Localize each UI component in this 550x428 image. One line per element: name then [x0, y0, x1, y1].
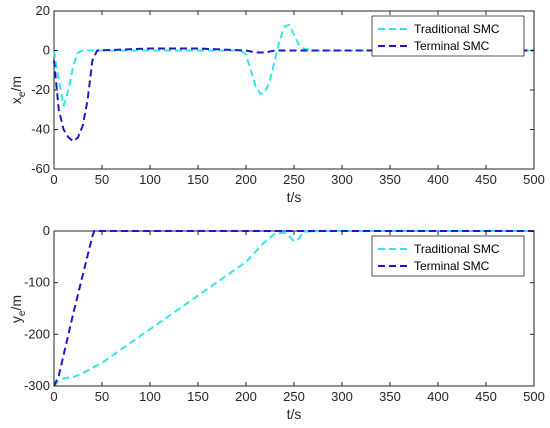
- x-tick-label: 150: [187, 172, 209, 187]
- x-tick-label: 450: [475, 172, 497, 187]
- x-tick-label: 300: [331, 172, 353, 187]
- x-tick-label: 500: [523, 389, 545, 404]
- y-tick-label: 0: [43, 223, 50, 238]
- panel-xe: 0 50 100 150 200 250 300 350 400 450 500 -60 -40 -20 0…: [8, 3, 545, 205]
- legend-label-traditional-xe: Traditional SMC: [414, 22, 500, 36]
- x-tick-label: 50: [95, 389, 109, 404]
- x-tick-label: 50: [95, 172, 109, 187]
- x-tick-label: 100: [139, 389, 161, 404]
- x-tick-label: 450: [475, 389, 497, 404]
- x-tick-label: 100: [139, 172, 161, 187]
- x-tick-label: 500: [523, 172, 545, 187]
- x-tick-label: 150: [187, 389, 209, 404]
- legend-box-xe: [371, 15, 525, 57]
- x-axis-label-ye: t/s: [287, 406, 302, 422]
- y-tick-label: -20: [31, 82, 50, 97]
- y-tick-label: -60: [31, 161, 50, 176]
- x-tick-label: 300: [331, 389, 353, 404]
- legend-label-terminal-ye: Terminal SMC: [414, 259, 490, 273]
- legend-box-ye: [371, 235, 525, 277]
- x-tick-label: 350: [379, 389, 401, 404]
- x-tick-label: 250: [283, 389, 305, 404]
- series-line-traditional-xe: [53, 23, 534, 107]
- x-tick-label: 400: [427, 389, 449, 404]
- x-tick-label: 200: [235, 172, 257, 187]
- x-tick-label: 250: [283, 172, 305, 187]
- legend-xe: Traditional SMC Terminal SMC: [371, 15, 525, 57]
- y-axis-label-ye: ye/m: [8, 295, 28, 323]
- panel-ye: 0 50 100 150 200 250 300 350 400 450 500 -300 -200 -1…: [8, 223, 545, 422]
- legend-label-terminal-xe: Terminal SMC: [414, 39, 490, 53]
- series-line-terminal-xe: [53, 47, 534, 143]
- x-tick-label: 0: [50, 172, 57, 187]
- y-tick-label: -300: [24, 378, 50, 393]
- y-axis-label-xe: xe/m: [8, 76, 28, 104]
- y-tick-label: -100: [24, 275, 50, 290]
- x-tick-label: 350: [379, 172, 401, 187]
- legend-label-traditional-ye: Traditional SMC: [414, 242, 500, 256]
- legend-ye: Traditional SMC Terminal SMC: [371, 235, 525, 277]
- y-tick-label: -40: [31, 122, 50, 137]
- y-tick-label: 20: [36, 3, 50, 18]
- y-tick-label: -200: [24, 326, 50, 341]
- x-tick-label: 200: [235, 389, 257, 404]
- x-tick-label: 400: [427, 172, 449, 187]
- x-axis-label-xe: t/s: [287, 189, 302, 205]
- y-tick-label: 0: [43, 43, 50, 58]
- x-tick-label: 0: [50, 389, 57, 404]
